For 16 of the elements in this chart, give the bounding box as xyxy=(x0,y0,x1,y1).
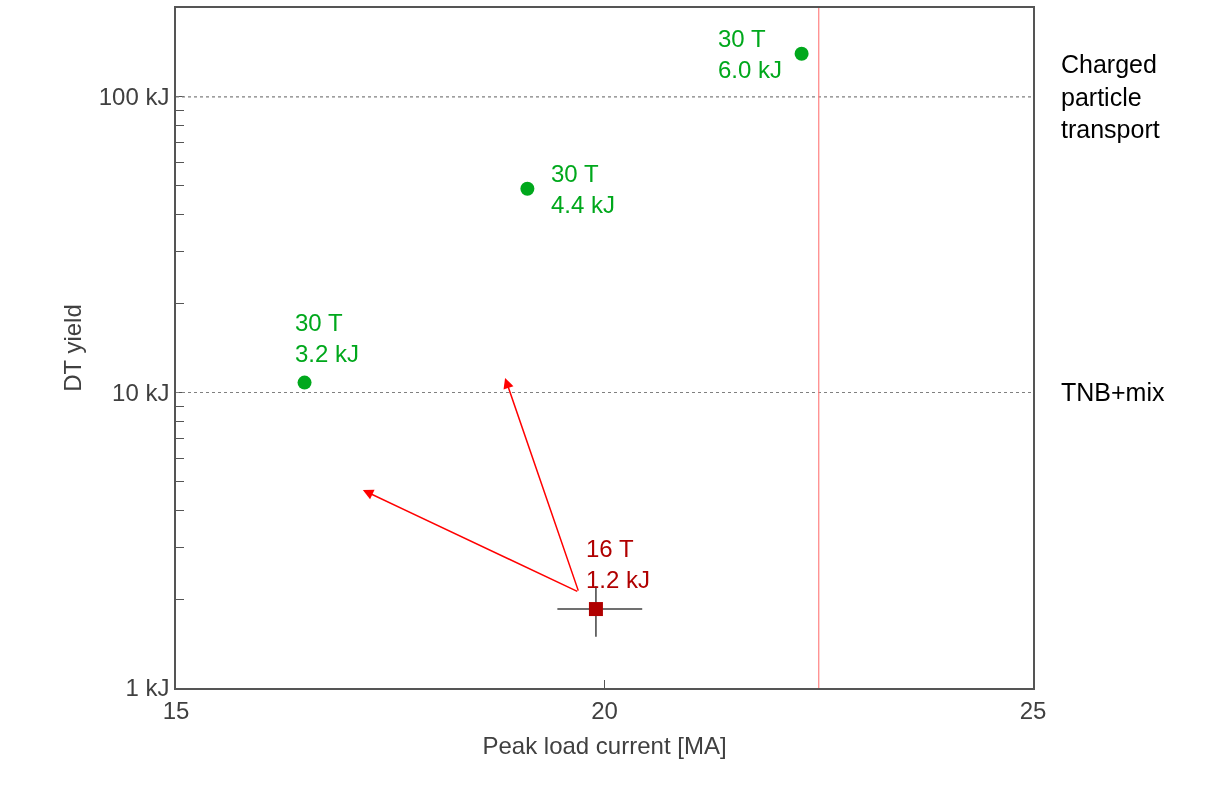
y-axis-title: DT yield xyxy=(59,304,87,392)
ref-line-label: TNB+mix xyxy=(1061,378,1165,406)
point xyxy=(297,375,312,390)
x-tick-label: 25 xyxy=(1019,696,1047,724)
x-axis-title: Peak load current [MA] xyxy=(482,732,727,760)
ref-line-label: Charged particle transport xyxy=(1061,50,1160,143)
point xyxy=(588,602,603,617)
annotation: 30 T 4.4 kJ xyxy=(551,160,616,219)
x-tick-label: 20 xyxy=(591,696,618,724)
point xyxy=(520,181,535,196)
annotation: 30 T 3.2 kJ xyxy=(295,309,360,368)
y-tick-label: 10 kJ xyxy=(112,378,170,406)
annotation: 30 T 6.0 kJ xyxy=(718,25,783,84)
annotation: 16 T 1.2 kJ xyxy=(586,535,651,594)
point xyxy=(794,46,809,61)
y-tick-label: 100 kJ xyxy=(98,83,170,111)
